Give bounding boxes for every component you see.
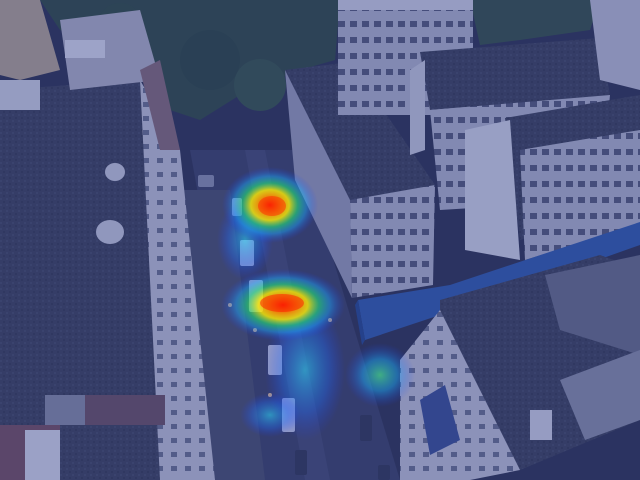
blue-roof: [355, 222, 640, 345]
heatmap: [217, 167, 415, 440]
left-building: [0, 80, 215, 480]
top-left-buildings: [0, 0, 180, 150]
bottom-right-building: [400, 255, 640, 480]
right-buildings: [410, 0, 640, 260]
central-block: [285, 62, 435, 298]
